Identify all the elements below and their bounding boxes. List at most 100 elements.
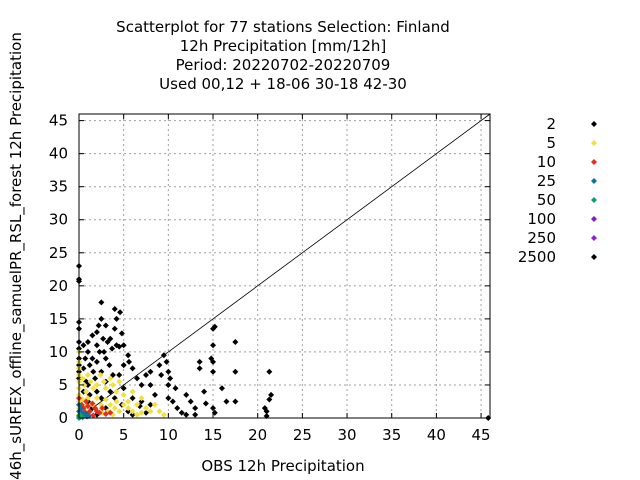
legend-label: 5 <box>546 134 556 152</box>
data-point <box>92 375 99 382</box>
data-point <box>98 315 105 322</box>
data-point <box>116 372 123 379</box>
data-point <box>101 348 108 355</box>
data-point <box>165 368 172 375</box>
y-tick-label: 20 <box>49 277 68 295</box>
legend-marker <box>591 140 597 146</box>
x-tick-label: 0 <box>74 426 84 444</box>
data-point <box>147 408 154 415</box>
data-point <box>93 395 100 402</box>
data-point <box>111 325 118 332</box>
data-point <box>266 396 273 403</box>
one-to-one-line <box>78 113 491 419</box>
data-point <box>89 400 96 407</box>
data-point <box>120 362 127 369</box>
x-tick-label: 35 <box>382 426 401 444</box>
data-point <box>196 358 203 365</box>
data-point <box>109 381 116 388</box>
data-point <box>96 409 103 416</box>
data-point <box>102 355 109 362</box>
data-point <box>93 358 100 365</box>
data-point <box>134 375 141 382</box>
data-point <box>98 395 105 402</box>
data-point <box>79 375 86 382</box>
data-point <box>120 342 127 349</box>
data-point <box>80 342 87 349</box>
data-point <box>107 388 114 395</box>
data-point <box>129 411 136 418</box>
legend-label: 100 <box>527 210 556 228</box>
x-tick-label: 20 <box>248 426 267 444</box>
data-point <box>125 405 132 412</box>
y-tick-label: 10 <box>49 343 68 361</box>
chart-title: Scatterplot for 77 stations Selection: F… <box>116 18 450 93</box>
title-line-4: Used 00,12 + 18-06 30-18 42-30 <box>159 75 407 93</box>
data-point <box>169 398 176 405</box>
data-point <box>210 342 217 349</box>
y-tick-label: 0 <box>58 409 68 427</box>
title-line-2: 12h Precipitation [mm/12h] <box>180 37 386 55</box>
y-tick-label: 35 <box>49 178 68 196</box>
data-point <box>93 381 100 388</box>
data-point <box>99 405 106 412</box>
data-point <box>183 391 190 398</box>
data-point <box>90 368 97 375</box>
y-tick-label: 5 <box>58 376 68 394</box>
data-point <box>87 378 94 385</box>
data-point <box>129 365 136 372</box>
data-point <box>134 401 141 408</box>
data-point <box>192 411 199 418</box>
x-tick-label: 10 <box>159 426 178 444</box>
grid <box>79 114 490 418</box>
data-point <box>107 335 114 342</box>
data-point <box>84 372 91 379</box>
data-point <box>143 405 150 412</box>
data-point <box>138 381 145 388</box>
data-point <box>202 400 209 407</box>
data-point <box>158 372 165 379</box>
data-point <box>93 329 100 336</box>
data-point <box>172 385 179 392</box>
data-point <box>120 385 127 392</box>
data-point <box>96 348 103 355</box>
data-point <box>156 408 163 415</box>
legend-marker <box>591 235 597 241</box>
data-point <box>156 362 163 369</box>
data-point <box>167 375 174 382</box>
data-point <box>147 381 154 388</box>
y-tick-label: 45 <box>49 112 68 130</box>
legend-label: 2 <box>546 115 556 133</box>
data-point <box>266 368 273 375</box>
data-point <box>210 368 217 375</box>
x-axis-label: OBS 12h Precipitation <box>201 457 364 475</box>
data-point <box>116 408 123 415</box>
data-point <box>187 398 194 405</box>
data-point <box>147 368 154 375</box>
data-point <box>138 398 145 405</box>
x-tick-label: 5 <box>119 426 129 444</box>
data-point <box>111 305 118 312</box>
data-point <box>129 395 136 402</box>
data-point <box>192 405 199 412</box>
data-point <box>90 385 97 392</box>
data-point <box>89 332 96 339</box>
data-point <box>151 401 158 408</box>
data-point <box>165 395 172 402</box>
diagonal-line <box>78 113 491 419</box>
data-point <box>125 408 132 415</box>
legend-label: 2500 <box>518 248 556 266</box>
title-line-3: Period: 20220702-20220709 <box>176 56 391 74</box>
data-point <box>80 365 87 372</box>
y-tick-label: 30 <box>49 211 68 229</box>
data-point <box>126 358 133 365</box>
data-point <box>201 388 208 395</box>
data-point <box>116 378 123 385</box>
data-point <box>160 411 167 418</box>
legend-marker <box>591 216 597 222</box>
data-point <box>102 322 109 329</box>
legend-marker <box>591 178 597 184</box>
data-point <box>93 342 100 349</box>
data-point <box>83 388 90 395</box>
plot-frame <box>78 113 491 419</box>
